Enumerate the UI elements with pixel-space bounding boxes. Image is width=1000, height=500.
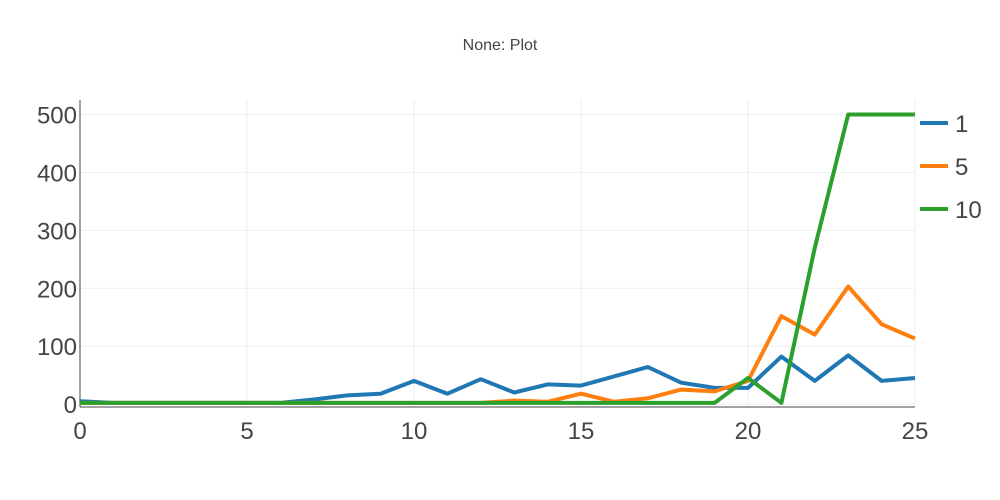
x-tick-label: 5 — [240, 418, 253, 445]
y-tick-label: 200 — [37, 276, 77, 303]
x-tick-label: 20 — [735, 418, 762, 445]
chart-title: None: Plot — [463, 37, 538, 54]
y-tick-label: 300 — [37, 218, 77, 245]
legend-label-5: 5 — [955, 154, 968, 181]
y-tick-label: 500 — [37, 102, 77, 129]
legend-label-1: 1 — [955, 111, 968, 138]
series-lines — [79, 112, 916, 405]
x-tick-label: 15 — [568, 418, 595, 445]
y-tick-label: 400 — [37, 160, 77, 187]
x-tick-label: 25 — [902, 418, 929, 445]
series-line-10 — [80, 112, 915, 405]
y-tick-label: 0 — [64, 392, 77, 419]
x-tick-label: 10 — [401, 418, 428, 445]
axes: 0 5 10 15 20 25 0 100 200 300 400 500 — [37, 100, 928, 445]
legend-label-10: 10 — [955, 197, 982, 224]
y-tick-label: 100 — [37, 334, 77, 361]
x-tick-label: 0 — [73, 418, 86, 445]
